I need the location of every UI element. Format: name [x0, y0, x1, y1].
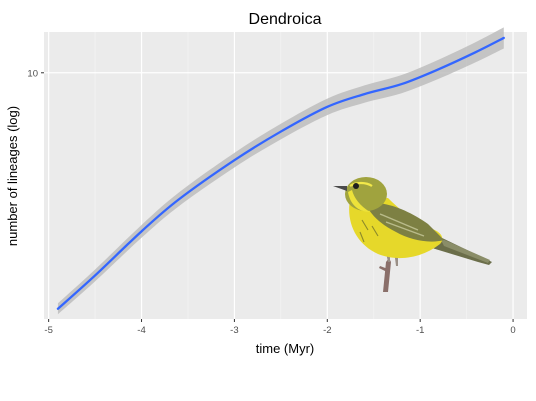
y-axis-title: number of lineages (log)	[5, 106, 20, 246]
y-axis: 10	[27, 68, 44, 79]
chart-title: Dendroica	[249, 11, 322, 28]
x-tick-label: -1	[416, 325, 424, 336]
x-axis: -5 -4 -3 -2 -1 0	[44, 319, 515, 336]
plot-panel	[44, 32, 527, 319]
x-tick-label: 0	[510, 325, 515, 336]
y-tick-label: 10	[27, 68, 38, 79]
bird-eye	[353, 183, 359, 189]
x-tick-label: -4	[137, 325, 145, 336]
x-tick-label: -2	[323, 325, 331, 336]
x-tick-label: -3	[230, 325, 238, 336]
x-tick-label: -5	[44, 325, 52, 336]
x-axis-title: time (Myr)	[256, 341, 315, 356]
